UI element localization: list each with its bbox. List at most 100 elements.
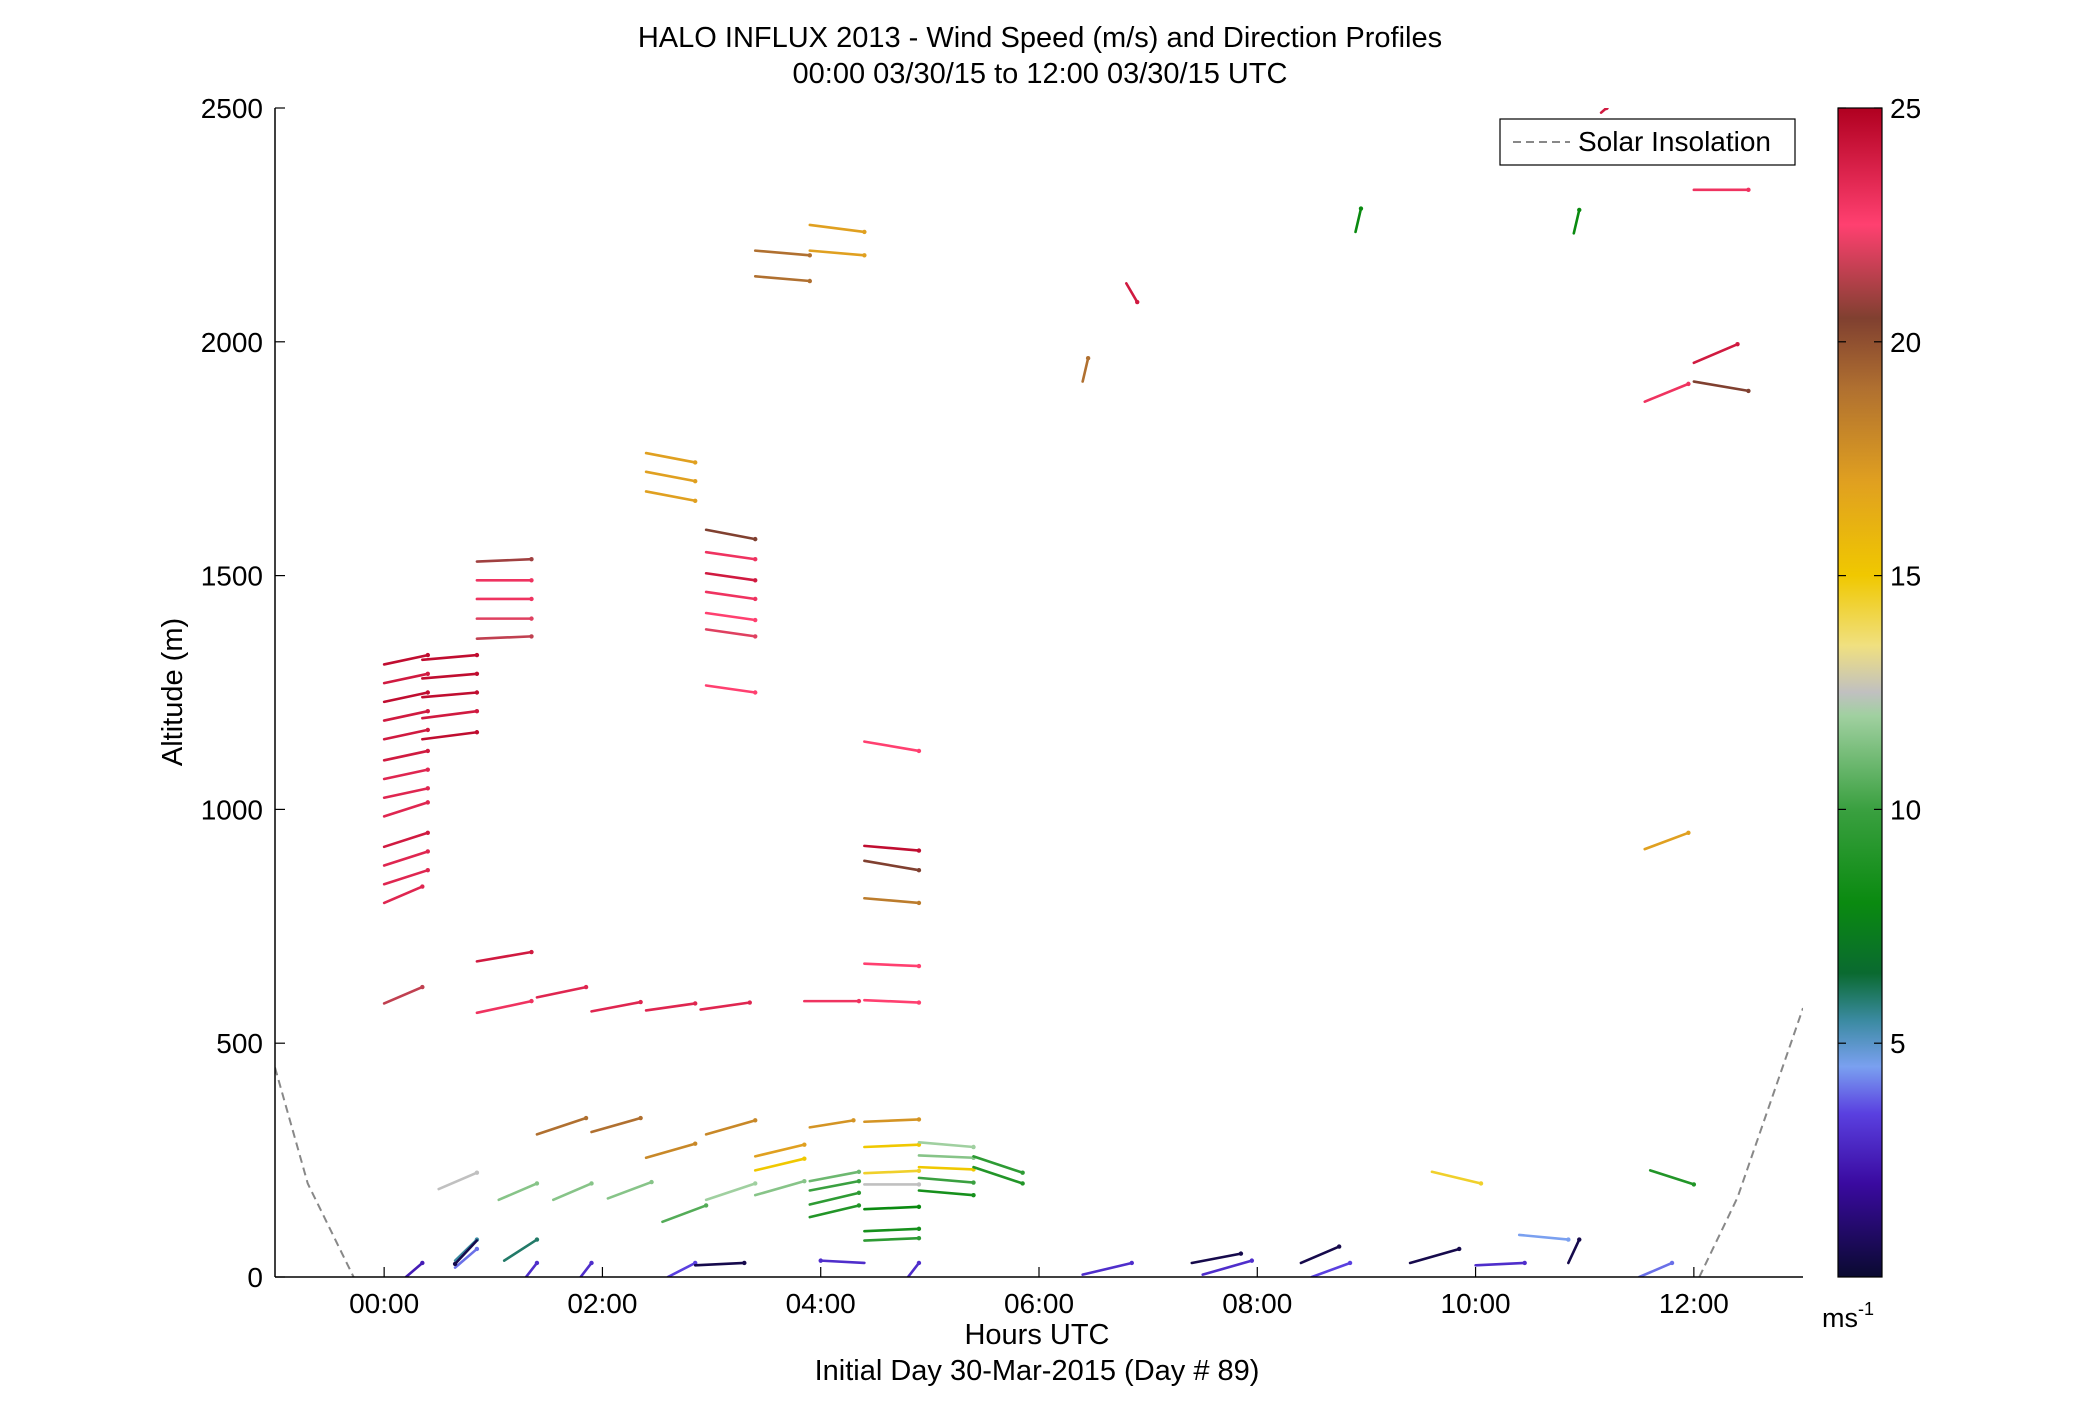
wind-barb — [808, 249, 866, 257]
wind-barb — [693, 1261, 746, 1267]
wind-barb-head — [807, 278, 812, 284]
wind-barb-head — [916, 1000, 922, 1005]
wind-barb-head — [753, 690, 758, 695]
wind-barb-head — [856, 1203, 862, 1208]
wind-barb-head — [589, 1260, 594, 1266]
wind-barb — [704, 684, 757, 694]
wind-barb-head — [1746, 388, 1751, 394]
wind-barb-head — [916, 1168, 922, 1174]
wind-barb-head — [1020, 1181, 1025, 1186]
wind-barb — [863, 896, 921, 905]
wind-barb-head — [1478, 1181, 1484, 1186]
wind-barb — [382, 831, 430, 849]
wind-barb — [1692, 380, 1750, 393]
wind-barb-head — [802, 1156, 807, 1161]
wind-barb — [1310, 1261, 1352, 1277]
wind-barb-head — [753, 596, 758, 602]
wind-barb — [808, 223, 866, 234]
wind-barb — [1299, 1245, 1341, 1265]
wind-barb-head — [1135, 299, 1140, 305]
wind-barb — [704, 1182, 757, 1202]
colorbar-tick-label: 10 — [1890, 794, 1921, 825]
wind-barb-head — [474, 690, 480, 695]
x-tick-label: 08:00 — [1222, 1288, 1292, 1319]
x-tick-label: 12:00 — [1659, 1288, 1729, 1319]
wind-barb-head — [916, 1117, 922, 1122]
wind-barb — [552, 1182, 593, 1202]
wind-barb-head — [474, 671, 480, 676]
wind-barb — [972, 1165, 1024, 1185]
x-tick-label: 00:00 — [349, 1288, 419, 1319]
wind-barb-head — [916, 748, 922, 754]
y-tick-label: 2500 — [201, 93, 263, 124]
wind-barb — [666, 1261, 697, 1277]
wind-barb-head — [474, 652, 480, 658]
wind-barb-head — [802, 1178, 807, 1184]
wind-barb-head — [534, 1260, 540, 1266]
wind-barb-head — [425, 671, 430, 676]
wind-barb — [382, 885, 424, 905]
wind-barb — [382, 850, 430, 867]
wind-barb-head — [452, 1261, 458, 1267]
wind-barb — [699, 1001, 752, 1011]
x-tick-labels: 00:00 02:00 04:00 06:00 08:00 10:00 12:00 — [349, 1288, 1729, 1319]
y-tick-label: 2000 — [201, 327, 263, 358]
x-tick-label: 06:00 — [1004, 1288, 1074, 1319]
wind-barb — [917, 1189, 975, 1197]
wind-barb — [590, 1000, 642, 1013]
wind-barb — [917, 1154, 975, 1160]
wind-barb — [644, 490, 697, 503]
wind-barb — [453, 1247, 479, 1269]
wind-barb — [863, 859, 921, 872]
wind-barb-head — [1347, 1260, 1353, 1266]
wind-barb — [382, 728, 430, 741]
wind-barb — [1430, 1170, 1483, 1185]
wind-barb-head — [1249, 1258, 1255, 1263]
colorbar-tick-label: 5 — [1890, 1028, 1906, 1059]
wind-barb-head — [425, 748, 430, 754]
y-tick-labels: 0 500 1000 1500 2000 2500 — [201, 93, 263, 1293]
wind-barb — [497, 1182, 539, 1202]
colorbar-tick-label: 20 — [1890, 327, 1921, 358]
wind-barb-head — [1691, 1182, 1697, 1187]
wind-barb-head — [753, 557, 758, 562]
wind-barb — [475, 635, 533, 641]
wind-barb — [475, 999, 533, 1015]
wind-barb — [704, 1119, 757, 1136]
wind-barb-head — [753, 1118, 758, 1123]
y-tick-label: 1000 — [201, 794, 263, 825]
wind-barb-head — [747, 1000, 752, 1005]
wind-barb-head — [425, 786, 430, 791]
chart-title-line1: HALO INFLUX 2013 - Wind Speed (m/s) and … — [638, 22, 1442, 54]
wind-barb-head — [916, 900, 922, 906]
wind-barb — [382, 985, 424, 1005]
wind-barb — [421, 672, 479, 680]
wind-barb-head — [529, 596, 534, 602]
wind-barb — [382, 787, 430, 800]
wind-barb-head — [753, 617, 758, 623]
wind-barb — [590, 1116, 642, 1134]
wind-barb-head — [474, 1246, 480, 1252]
colorbar-tick-label: 15 — [1890, 561, 1921, 592]
wind-barb-head — [916, 1235, 922, 1241]
wind-barb — [661, 1204, 708, 1224]
wind-barb-head — [693, 1001, 698, 1006]
wind-barb-head — [425, 800, 430, 805]
wind-barb — [644, 1002, 697, 1012]
wind-barb — [382, 749, 430, 762]
wind-barb — [863, 740, 921, 753]
solar-insolation-line — [275, 1067, 355, 1277]
wind-barb — [1643, 831, 1690, 851]
wind-barb-head — [916, 1182, 922, 1187]
wind-barb — [753, 1179, 806, 1197]
wind-barb — [644, 451, 697, 464]
wind-barb — [1637, 1261, 1674, 1277]
wind-barb-head — [583, 1115, 589, 1121]
colorbar-ticks: 5 10 15 20 25 — [1838, 93, 1921, 1059]
wind-barb — [906, 1261, 921, 1277]
wind-barb-head — [802, 1142, 807, 1147]
wind-barb-head — [856, 1178, 862, 1184]
wind-barb-head — [529, 616, 534, 621]
wind-barb-head — [971, 1192, 976, 1198]
